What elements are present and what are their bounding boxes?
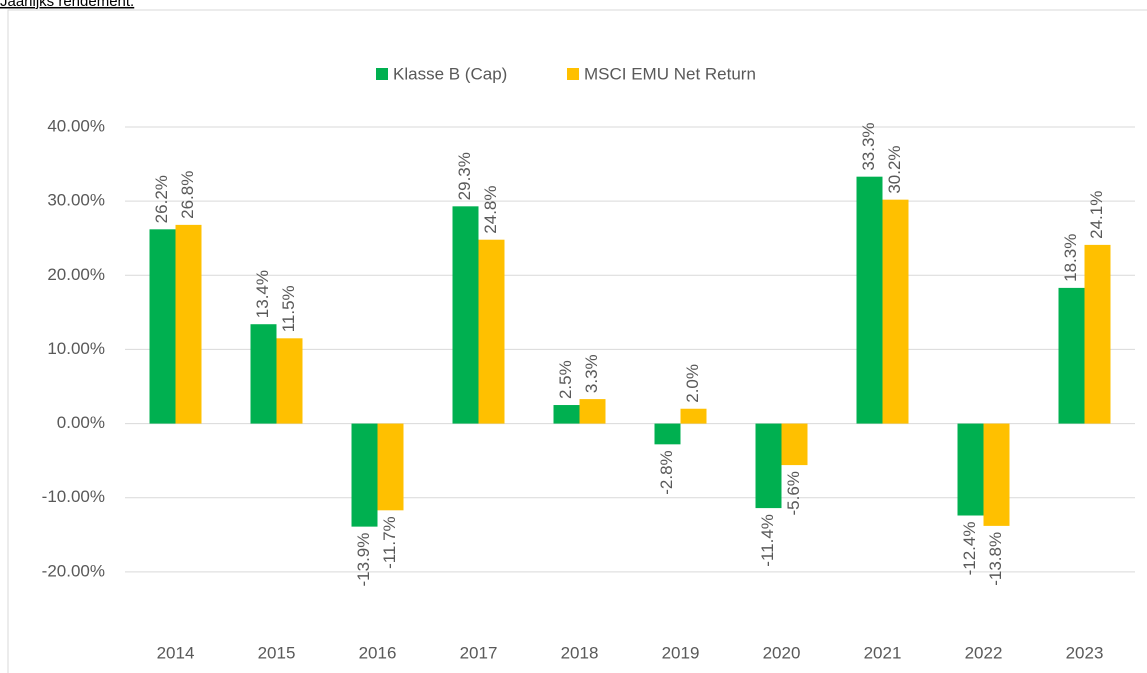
bar [680, 408, 707, 424]
bar [579, 399, 606, 424]
data-label: 2.5% [556, 360, 575, 399]
bar [882, 199, 909, 424]
data-label: 2.0% [683, 364, 702, 403]
y-tick-label: 30.00% [47, 191, 105, 210]
data-label: 33.3% [859, 122, 878, 170]
data-label: 24.1% [1087, 191, 1106, 239]
chart-title: Jaarlijks rendement. [0, 0, 134, 10]
data-label: 13.4% [253, 270, 272, 318]
legend-swatch [567, 68, 579, 80]
x-tick-label: 2016 [359, 643, 397, 662]
x-tick-label: 2014 [157, 643, 195, 662]
x-tick-label: 2019 [662, 643, 700, 662]
data-label: -2.8% [657, 450, 676, 494]
x-tick-label: 2022 [965, 643, 1003, 662]
y-tick-label: -10.00% [42, 487, 105, 506]
bar [755, 423, 782, 509]
bar [983, 423, 1010, 526]
data-label: 26.2% [152, 175, 171, 223]
bar [957, 423, 984, 516]
legend-swatch [376, 68, 388, 80]
bar [351, 423, 378, 527]
bar [149, 229, 176, 424]
x-tick-label: 2023 [1066, 643, 1104, 662]
data-label: -13.8% [986, 532, 1005, 586]
bar [1084, 244, 1111, 424]
bar [553, 405, 580, 424]
data-label: 29.3% [455, 152, 474, 200]
chart-border [7, 9, 1147, 673]
y-tick-label: -20.00% [42, 561, 105, 580]
bar [1058, 287, 1085, 424]
y-tick-label: 40.00% [47, 116, 105, 135]
data-label: 26.8% [178, 171, 197, 219]
legend-label: MSCI EMU Net Return [584, 64, 756, 83]
x-tick-label: 2018 [561, 643, 599, 662]
x-tick-label: 2015 [258, 643, 296, 662]
data-label: -12.4% [960, 522, 979, 576]
data-label: 24.8% [481, 185, 500, 233]
legend-label: Klasse B (Cap) [393, 64, 507, 83]
y-tick-label: 20.00% [47, 265, 105, 284]
data-label: -11.4% [758, 514, 777, 567]
bar [276, 338, 303, 424]
y-tick-label: 0.00% [57, 413, 105, 432]
data-label: 18.3% [1061, 234, 1080, 282]
x-tick-label: 2020 [763, 643, 801, 662]
data-label: -13.9% [354, 533, 373, 587]
x-tick-label: 2017 [460, 643, 498, 662]
data-label: -5.6% [784, 471, 803, 515]
bar [781, 423, 808, 466]
bar [175, 224, 202, 424]
x-tick-label: 2021 [864, 643, 902, 662]
bar [250, 324, 277, 424]
data-label: 30.2% [885, 145, 904, 193]
data-label: 11.5% [279, 285, 298, 332]
bar [377, 423, 404, 511]
data-label: 3.3% [582, 354, 601, 393]
data-label: -11.7% [380, 516, 399, 569]
y-tick-label: 10.00% [47, 339, 105, 358]
bar [654, 423, 681, 445]
bar [478, 239, 505, 424]
bar [856, 176, 883, 424]
bar [452, 206, 479, 424]
